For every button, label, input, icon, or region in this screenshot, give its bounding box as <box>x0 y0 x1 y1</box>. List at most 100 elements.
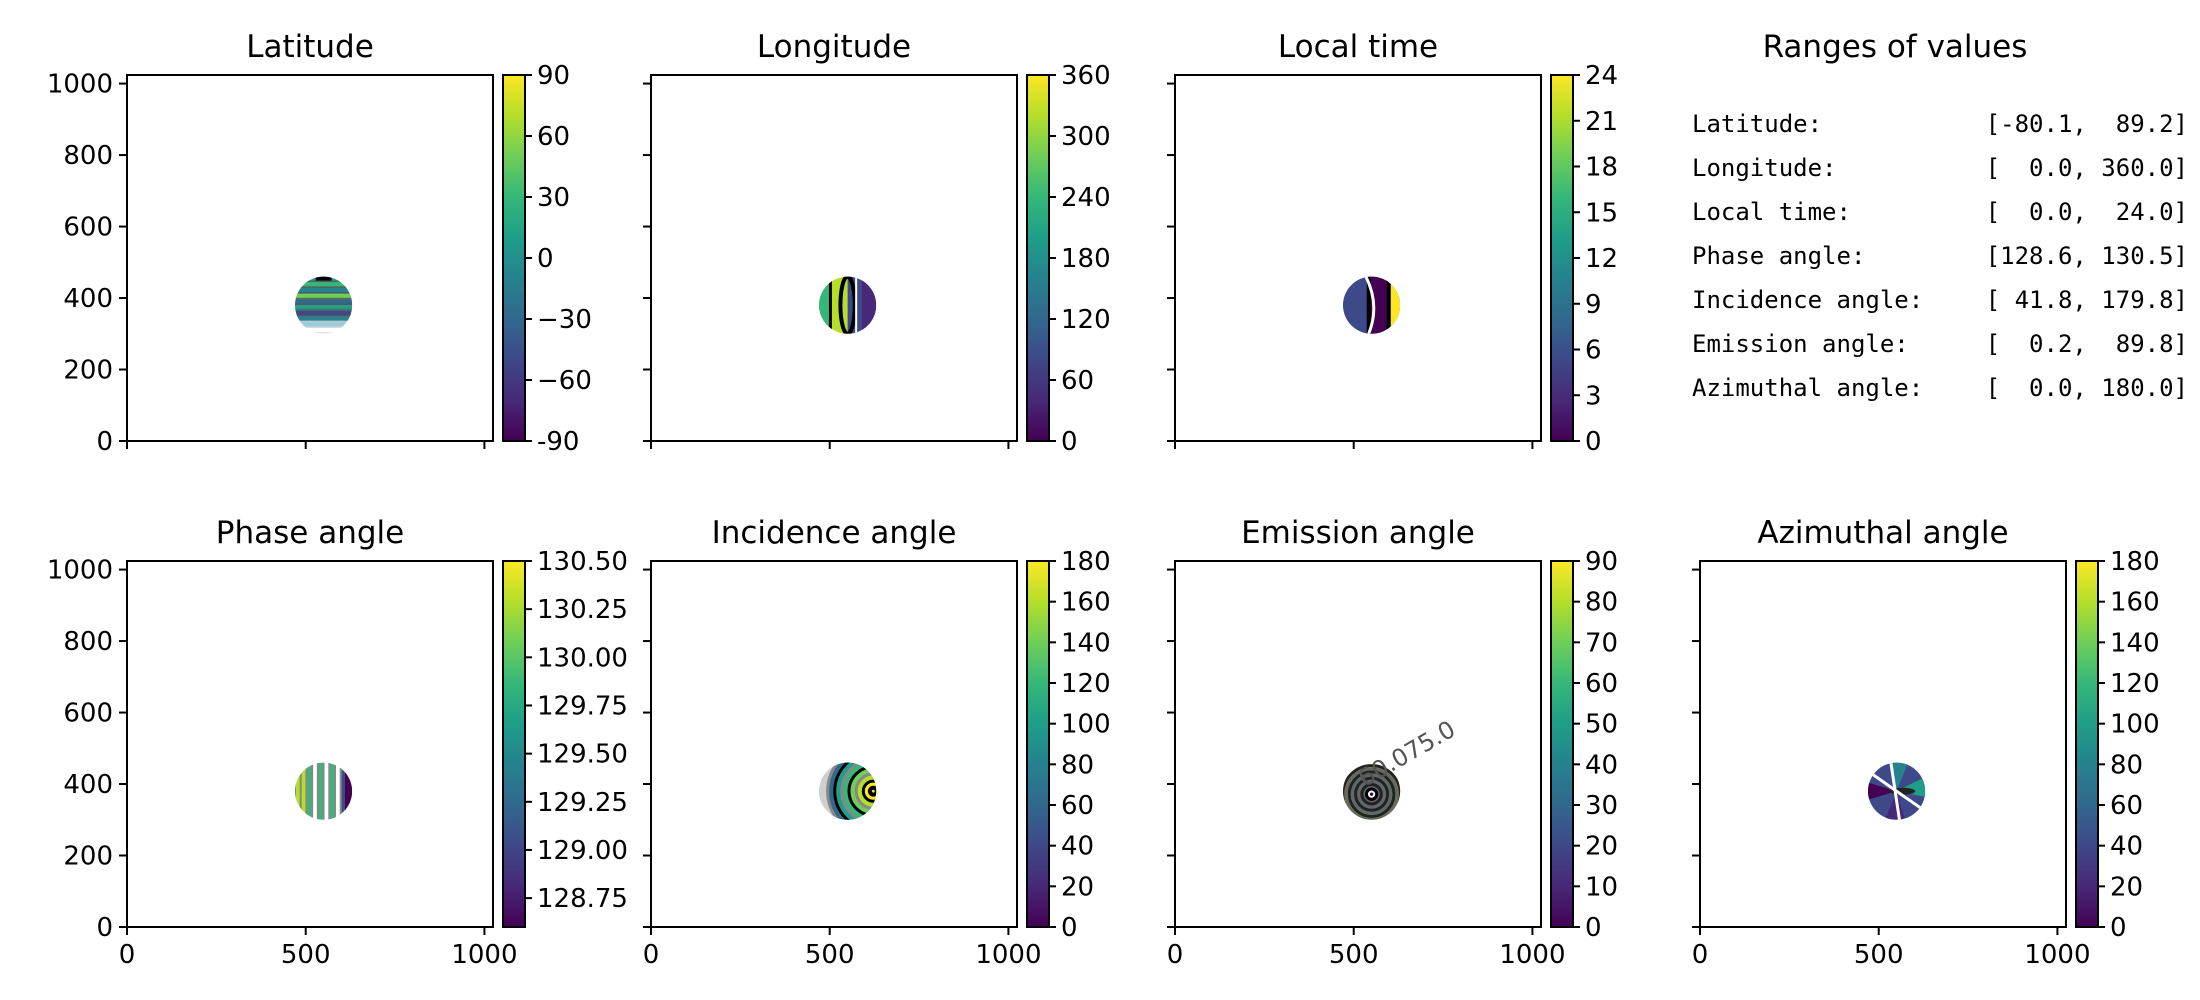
range-label: Local time: <box>1692 198 1851 226</box>
chart-local-time: Local time 0 3 6 9 12 15 18 21 24 <box>1167 29 1618 457</box>
chart-title: Incidence angle <box>712 515 957 551</box>
y-tick-label: 800 <box>63 141 113 171</box>
axes-frame <box>650 560 1018 928</box>
y-tick-label: 1000 <box>47 556 113 586</box>
range-value: [ 0.2, 89.8] <box>1986 330 2188 358</box>
planet-disk-image <box>818 762 877 820</box>
colorbar <box>1027 75 1049 441</box>
colorbar-tick-label: 100 <box>1061 710 1111 740</box>
colorbar-tick-label: 60 <box>537 122 570 152</box>
chart-title: Azimuthal angle <box>1757 515 2008 551</box>
colorbar-tick-label: 40 <box>2110 832 2143 862</box>
colorbar-frame <box>1550 560 1574 928</box>
range-label: Incidence angle: <box>1692 286 1923 314</box>
colorbar-tick-label: 90 <box>1585 547 1618 577</box>
chart-latitude: Latitude 0 200 400 600 800 1000 -90 −60 −30 0 30 60 9… <box>47 29 592 457</box>
colorbar-tick-label: 70 <box>1585 628 1618 658</box>
chart-title: Emission angle <box>1241 515 1475 551</box>
colorbar-tick-label: 6 <box>1585 336 1602 366</box>
colorbar-tick-label: 0 <box>2110 913 2127 943</box>
chart-phase-angle: Phase angle 0 500 1000 0 200 400 600 800 1000 128.… <box>47 515 628 970</box>
ranges-row: Latitude: [-80.1, 89.2] <box>1692 110 2188 138</box>
colorbar-tick-label: 360 <box>1061 61 1111 91</box>
x-tick-label: 1000 <box>975 940 1041 970</box>
colorbar-tick-label: 0 <box>1585 913 1602 943</box>
colorbar-tick-label: 30 <box>1585 791 1618 821</box>
colorbar-tick-label: −30 <box>537 305 592 335</box>
range-label: Emission angle: <box>1692 330 1909 358</box>
colorbar-tick-label: 10 <box>1585 872 1618 902</box>
colorbar-frame <box>1026 560 1050 928</box>
colorbar-tick-label: 21 <box>1585 107 1618 137</box>
colorbar-tick-label: 0 <box>537 244 554 274</box>
colorbar <box>503 561 525 927</box>
chart-azimuthal-angle: Azimuthal angle 0 500 1000 0 20 40 60 80 100 120 14… <box>1692 515 2160 970</box>
colorbar-tick-label: 80 <box>1061 750 1094 780</box>
colorbar-tick-label: 80 <box>2110 750 2143 780</box>
chart-title: Latitude <box>246 29 374 65</box>
chart-emission-angle: Emission angle 60.075.0 0 500 1000 0 10 20 30 40 5… <box>1167 515 1618 970</box>
colorbar-tick-label: 100 <box>2110 710 2160 740</box>
y-tick-label: 600 <box>63 699 113 729</box>
colorbar-tick-label: -90 <box>537 427 579 457</box>
colorbar <box>503 75 525 441</box>
ranges-row: Phase angle: [128.6, 130.5] <box>1692 242 2188 270</box>
range-value: [ 0.0, 180.0] <box>1986 374 2188 402</box>
colorbar-tick-label: 24 <box>1585 61 1618 91</box>
colorbar-tick-label: −60 <box>537 366 592 396</box>
range-value: [-80.1, 89.2] <box>1986 110 2188 138</box>
chart-title: Local time <box>1278 29 1438 65</box>
planet-disk-image <box>294 276 353 334</box>
range-label: Latitude: <box>1692 110 1822 138</box>
ranges-title: Ranges of values <box>1763 29 2028 65</box>
range-value: [128.6, 130.5] <box>1986 242 2188 270</box>
colorbar-tick-label: 129.00 <box>537 836 628 866</box>
colorbar-tick-label: 18 <box>1585 153 1618 183</box>
colorbar-tick-label: 180 <box>1061 547 1111 577</box>
colorbar-tick-label: 130.25 <box>537 595 628 625</box>
ranges-row: Local time: [ 0.0, 24.0] <box>1692 198 2188 226</box>
x-tick-label: 0 <box>1167 940 1184 970</box>
colorbar-tick-label: 3 <box>1585 381 1602 411</box>
x-tick-label: 1000 <box>2024 940 2090 970</box>
colorbar-frame <box>502 560 526 928</box>
axes-frame <box>650 74 1018 442</box>
ranges-row: Emission angle: [ 0.2, 89.8] <box>1692 330 2188 358</box>
colorbar-tick-label: 0 <box>1061 427 1078 457</box>
ranges-panel: Ranges of values Latitude: [-80.1, 89.2]L… <box>1692 29 2188 402</box>
x-tick-label: 500 <box>805 940 855 970</box>
colorbar-tick-label: 0 <box>1061 913 1078 943</box>
ranges-row: Longitude: [ 0.0, 360.0] <box>1692 154 2188 182</box>
range-label: Longitude: <box>1692 154 1837 182</box>
colorbar-tick-label: 0 <box>1585 427 1602 457</box>
colorbar-tick-label: 50 <box>1585 710 1618 740</box>
range-value: [ 0.0, 24.0] <box>1986 198 2188 226</box>
colorbar-tick-label: 20 <box>2110 872 2143 902</box>
ranges-row: Incidence angle: [ 41.8, 179.8] <box>1692 286 2188 314</box>
y-tick-label: 800 <box>63 627 113 657</box>
colorbar-tick-label: 80 <box>1585 588 1618 618</box>
colorbar-tick-label: 130.00 <box>537 643 628 673</box>
chart-title: Phase angle <box>216 515 404 551</box>
contour-label: 60.075.0 <box>1354 715 1461 793</box>
x-tick-label: 500 <box>1854 940 1904 970</box>
ranges-rows: Latitude: [-80.1, 89.2] Longitude: [ 0.0, 3… <box>1692 110 2188 402</box>
colorbar-tick-label: 129.25 <box>537 788 628 818</box>
x-tick-label: 0 <box>643 940 660 970</box>
x-tick-label: 500 <box>1329 940 1379 970</box>
x-tick-label: 0 <box>119 940 136 970</box>
colorbar-tick-label: 40 <box>1585 750 1618 780</box>
colorbar-tick-label: 90 <box>537 61 570 91</box>
planet-disk-image <box>1342 764 1401 820</box>
axes-frame <box>1699 560 2067 928</box>
colorbar-tick-label: 60 <box>1061 791 1094 821</box>
ranges-row: Azimuthal angle: [ 0.0, 180.0] <box>1692 374 2188 402</box>
axes-frame <box>126 560 494 928</box>
y-tick-label: 400 <box>63 284 113 314</box>
chart-longitude: Longitude 0 60 120 180 240 300 360 <box>643 29 1111 457</box>
colorbar-tick-label: 12 <box>1585 244 1618 274</box>
planet-disk-image <box>818 276 877 334</box>
panels: Latitude02004006008001000-90−60−30030609… <box>47 29 2160 970</box>
colorbar-tick-label: 180 <box>2110 547 2160 577</box>
